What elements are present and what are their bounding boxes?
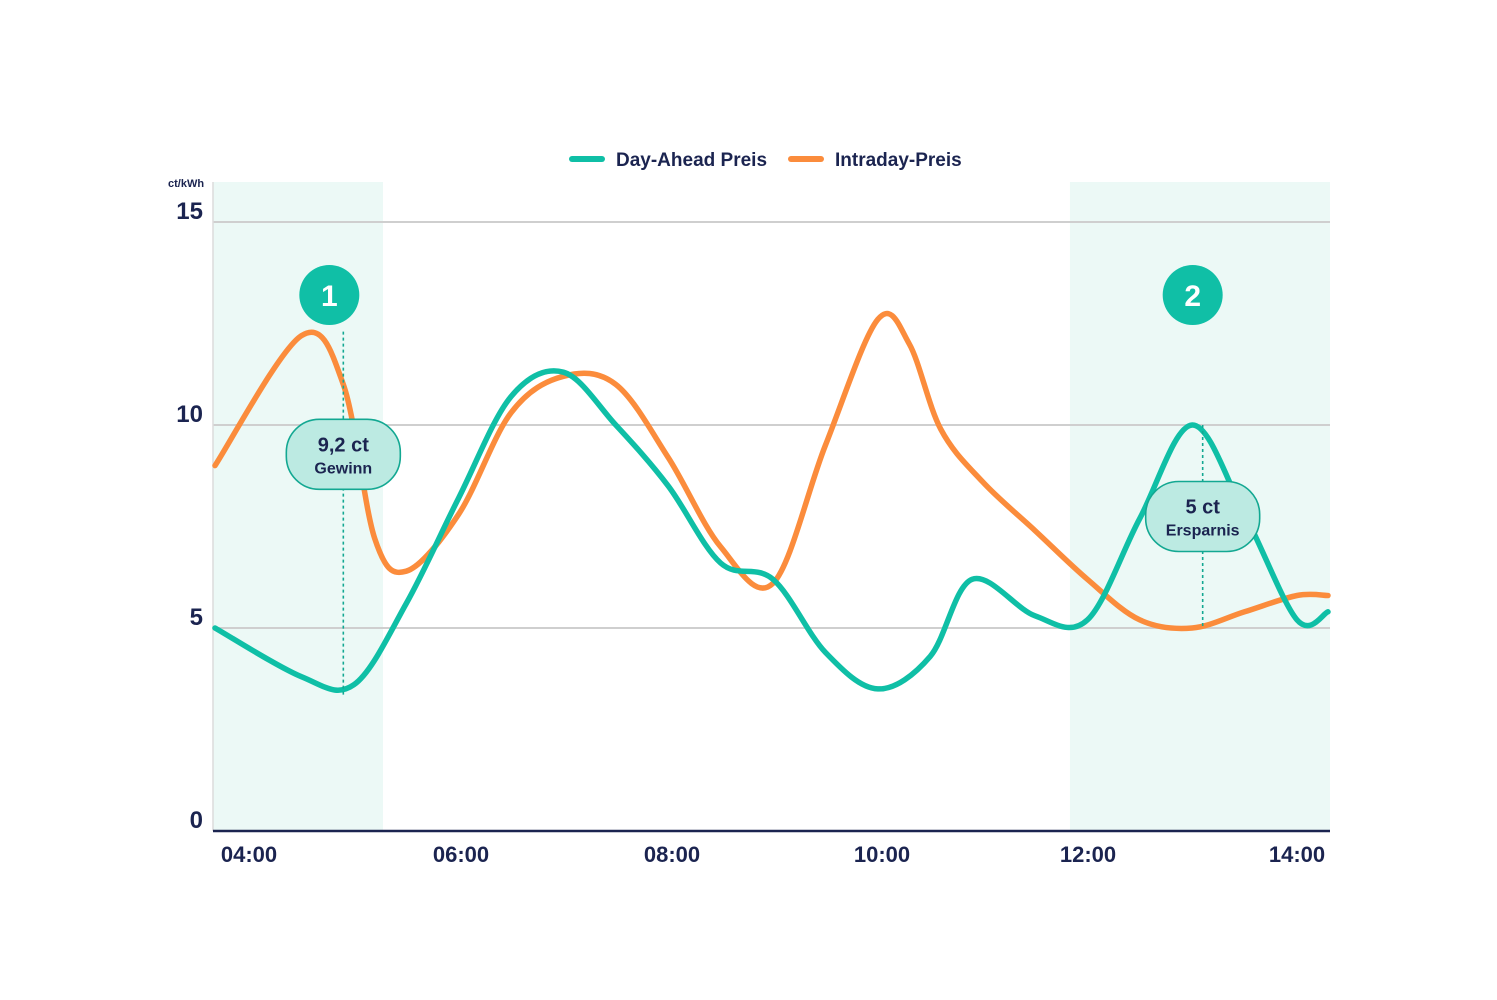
- axis-layer: 0 5 10 15 04:00 06:00 08:00 10:00 12:00 14:00: [176, 182, 1330, 867]
- annotation-pill-1: [285, 418, 402, 491]
- badge-label-2: 2: [1184, 280, 1201, 313]
- highlight-region-1: [213, 182, 383, 831]
- annotation-value-1: 9,2 ct: [318, 434, 369, 456]
- badge-label-1: 1: [321, 280, 338, 313]
- badge-circle-1: [299, 265, 360, 325]
- x-tick-label-1000: 10:00: [854, 842, 910, 867]
- y-tick-label-15: 15: [176, 198, 203, 225]
- series-line-day-ahead: [212, 368, 1331, 693]
- x-tick-label-0400: 04:00: [221, 842, 277, 867]
- badge-circle-2: [1162, 265, 1223, 325]
- annotation-caption-1: Gewinn: [314, 460, 372, 477]
- x-tick-label-1400: 14:00: [1269, 842, 1325, 867]
- series-line-intraday: [212, 310, 1331, 632]
- y-tick-label-5: 5: [190, 604, 203, 631]
- y-tick-label-10: 10: [176, 401, 203, 428]
- annotation-caption-2: Ersparnis: [1166, 523, 1240, 540]
- x-tick-label-0800: 08:00: [644, 842, 700, 867]
- legend-label-day-ahead: Day-Ahead Preis: [616, 150, 767, 171]
- legend: Day-Ahead Preis Intraday-Preis: [569, 150, 962, 171]
- legend-label-intraday: Intraday-Preis: [835, 150, 962, 171]
- x-tick-label-0600: 06:00: [433, 842, 489, 867]
- annotation-layer: 1 9,2 ct Gewinn 2 5 ct Ersparnis: [285, 265, 1261, 698]
- y-tick-label-0: 0: [190, 807, 203, 834]
- annotation-value-2: 5 ct: [1185, 497, 1220, 519]
- series-layer: [212, 310, 1331, 693]
- y-unit-label: ct/kWh: [168, 178, 204, 190]
- grid-layer: [213, 221, 1330, 629]
- annotation-pill-2: [1144, 480, 1261, 553]
- x-tick-label-1200: 12:00: [1060, 842, 1116, 867]
